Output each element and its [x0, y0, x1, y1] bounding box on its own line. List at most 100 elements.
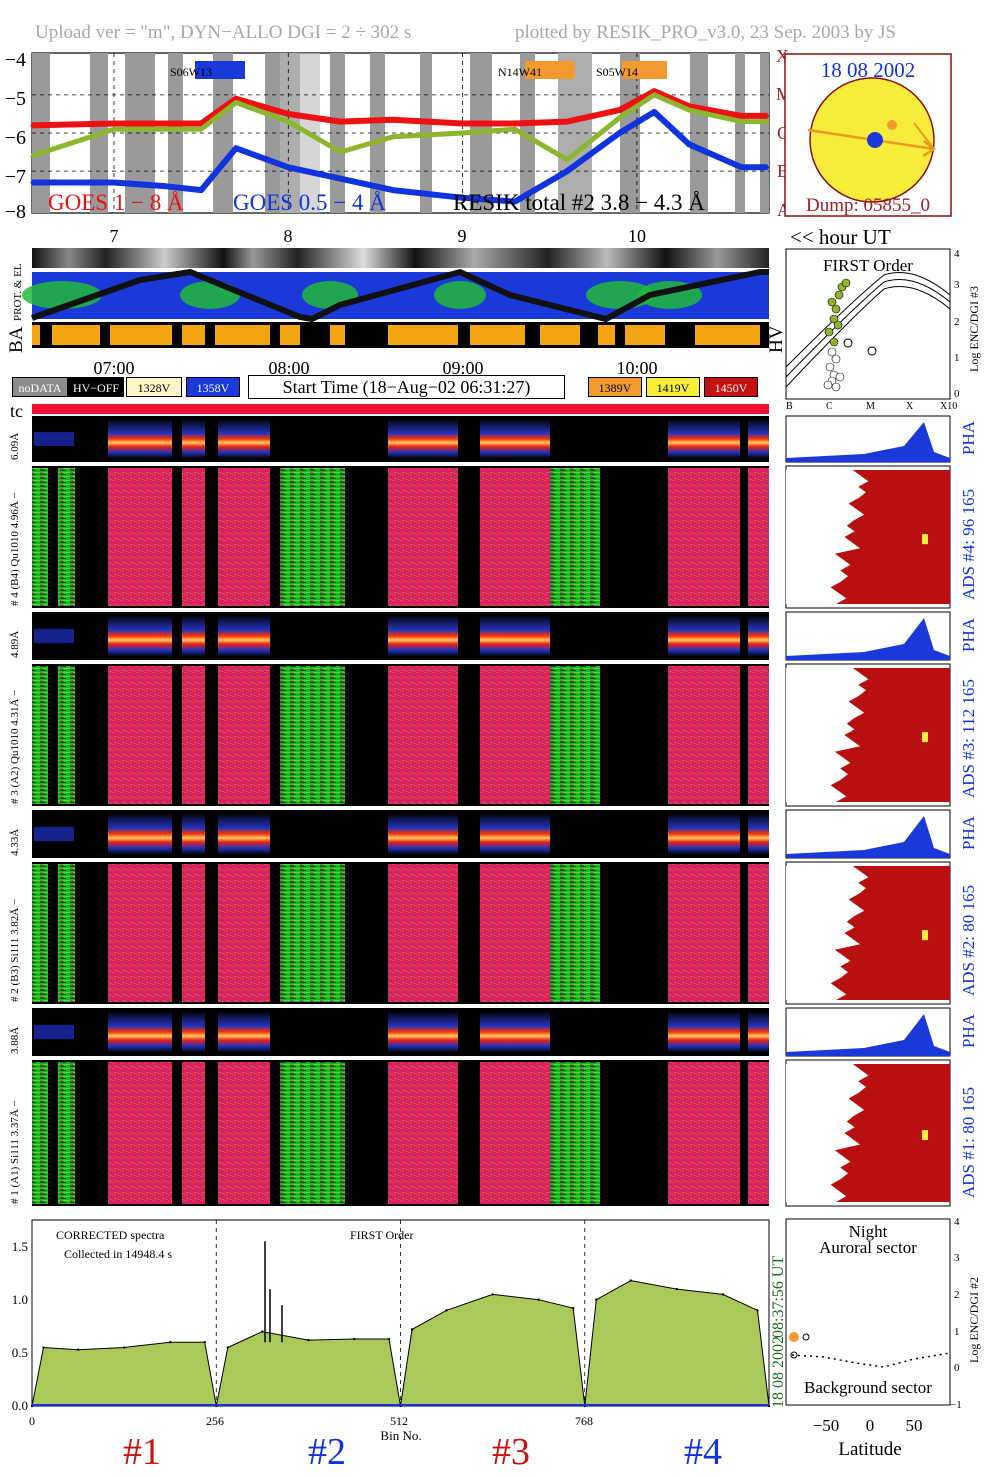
first-order-ytick: 4 — [954, 248, 960, 260]
goes-data-point — [339, 150, 343, 154]
goes-data-point — [234, 97, 238, 101]
spectrum-point — [445, 1309, 448, 1312]
background-point — [790, 1351, 798, 1359]
latitude-xticks: −50 0 50 — [813, 1416, 923, 1435]
auroral-point — [789, 1332, 799, 1342]
first-order-text: FIRST Order — [350, 1228, 413, 1242]
goes-data-point — [112, 121, 116, 125]
pha-segment — [108, 814, 172, 854]
eclipse-strip — [32, 248, 769, 268]
latitude-panel: Night Auroral sector Background sector −… — [785, 1216, 981, 1460]
goes-data-point — [286, 165, 290, 169]
goes-data-point — [652, 110, 656, 114]
goes-data-point — [617, 131, 621, 135]
orbit-track — [31, 268, 769, 323]
ads-side-label: ADS #3: 112 165 — [959, 679, 978, 798]
hv-segment — [32, 325, 40, 345]
hv-segment — [388, 325, 458, 345]
spectrum-xtick: 512 — [390, 1414, 408, 1428]
time-axis: 07:00 08:00 09:00 10:00 — [93, 358, 657, 377]
ads-segment — [748, 864, 769, 1002]
ads-crystal-label: # 2 (B3) Si111 3.82Å − — [9, 899, 21, 1002]
ads-marker — [922, 930, 928, 941]
first-order-point — [843, 338, 853, 348]
spectrum-point — [721, 1293, 725, 1296]
legend-1389v: 1389V — [588, 377, 642, 397]
dump-label: Dump: 05855_0 — [806, 195, 930, 216]
goes-data-point — [199, 188, 203, 192]
ads-crystal-label: # 4 (B4) Qu1010 4.96Å − — [9, 492, 21, 606]
ads-profile-cutout — [786, 1064, 869, 1202]
spectrum-point — [387, 1337, 391, 1341]
ads-segment — [388, 468, 458, 606]
spectrum-point — [410, 1328, 414, 1331]
time-tick: 07:00 — [93, 358, 134, 377]
ads-green-segment — [550, 864, 600, 1002]
pha-segment — [182, 1012, 205, 1052]
collected-text: Collected in 14948.4 s — [64, 1247, 172, 1261]
ads-segment — [218, 864, 270, 1002]
spectrum-point — [675, 1287, 679, 1291]
goes-data-point — [286, 112, 290, 116]
spectrum-point — [572, 1307, 575, 1310]
first-order-point — [835, 372, 845, 382]
spectrum-xtick: 0 — [29, 1414, 35, 1428]
region-label-2: N14W41 — [498, 65, 542, 79]
ads-green-segment — [58, 864, 75, 1002]
time-tick: 09:00 — [442, 358, 483, 377]
ads-segment — [668, 864, 740, 1002]
goes-data-point — [30, 123, 34, 127]
pha-segment — [182, 814, 205, 854]
hv-segment — [52, 325, 100, 345]
pha-segment — [388, 616, 458, 656]
pha-wavelength-label: 6.09Å — [9, 433, 21, 460]
pha-wavelength-label: 4.89Å — [9, 631, 21, 658]
hv-segment — [182, 325, 205, 345]
pha-side-label: PHA — [959, 420, 978, 455]
first-order-point — [833, 320, 843, 330]
pha-side-label: PHA — [959, 815, 978, 850]
landmass — [180, 281, 240, 309]
pha-segment — [668, 420, 740, 458]
latitude-ytick: 0 — [954, 1362, 960, 1374]
side-profiles — [785, 415, 951, 1207]
goes-data-point — [112, 127, 116, 131]
ads-segment — [108, 666, 172, 804]
first-order-point — [829, 337, 839, 347]
pha-segment — [480, 616, 550, 656]
goes-data-point — [565, 120, 569, 124]
ads-marker — [922, 534, 928, 545]
legend-no-data: noDATA — [12, 377, 68, 397]
pha-segment — [34, 628, 74, 644]
scan-direction-icon — [913, 122, 935, 150]
legend-1328v: 1328V — [126, 377, 182, 397]
spectrum-point — [629, 1279, 633, 1282]
goes-data-point — [739, 114, 743, 118]
ads-segment — [748, 468, 769, 606]
spectrum-point — [353, 1337, 356, 1341]
spectrum-point — [261, 1330, 264, 1333]
hv-segment — [280, 325, 300, 345]
channel-number-4: #4 — [684, 1431, 722, 1473]
ads-green-segment — [280, 864, 345, 1002]
goes-data-point — [461, 121, 465, 125]
pha-segment — [108, 420, 172, 458]
ads-segment — [748, 666, 769, 804]
corrected-text: CORRECTED spectra — [56, 1228, 165, 1242]
ads-segment — [480, 666, 550, 804]
ads-segment — [388, 666, 458, 804]
prot-el-label: PROT. & EL — [12, 263, 24, 321]
goes-data-point — [617, 116, 621, 120]
pha-profile — [786, 1014, 950, 1056]
spectrum-point — [537, 1298, 540, 1301]
ads-segment — [182, 864, 205, 1002]
hv-segment — [330, 325, 345, 345]
ads-profile-cutout — [786, 470, 869, 604]
goes-data-point — [112, 181, 116, 185]
goes-data-point — [513, 200, 517, 204]
first-order-yticks: 4 3 2 1 0 — [954, 248, 960, 400]
pha-profile — [786, 422, 950, 462]
landmass — [434, 281, 486, 309]
hour-tick: 9 — [458, 226, 467, 246]
